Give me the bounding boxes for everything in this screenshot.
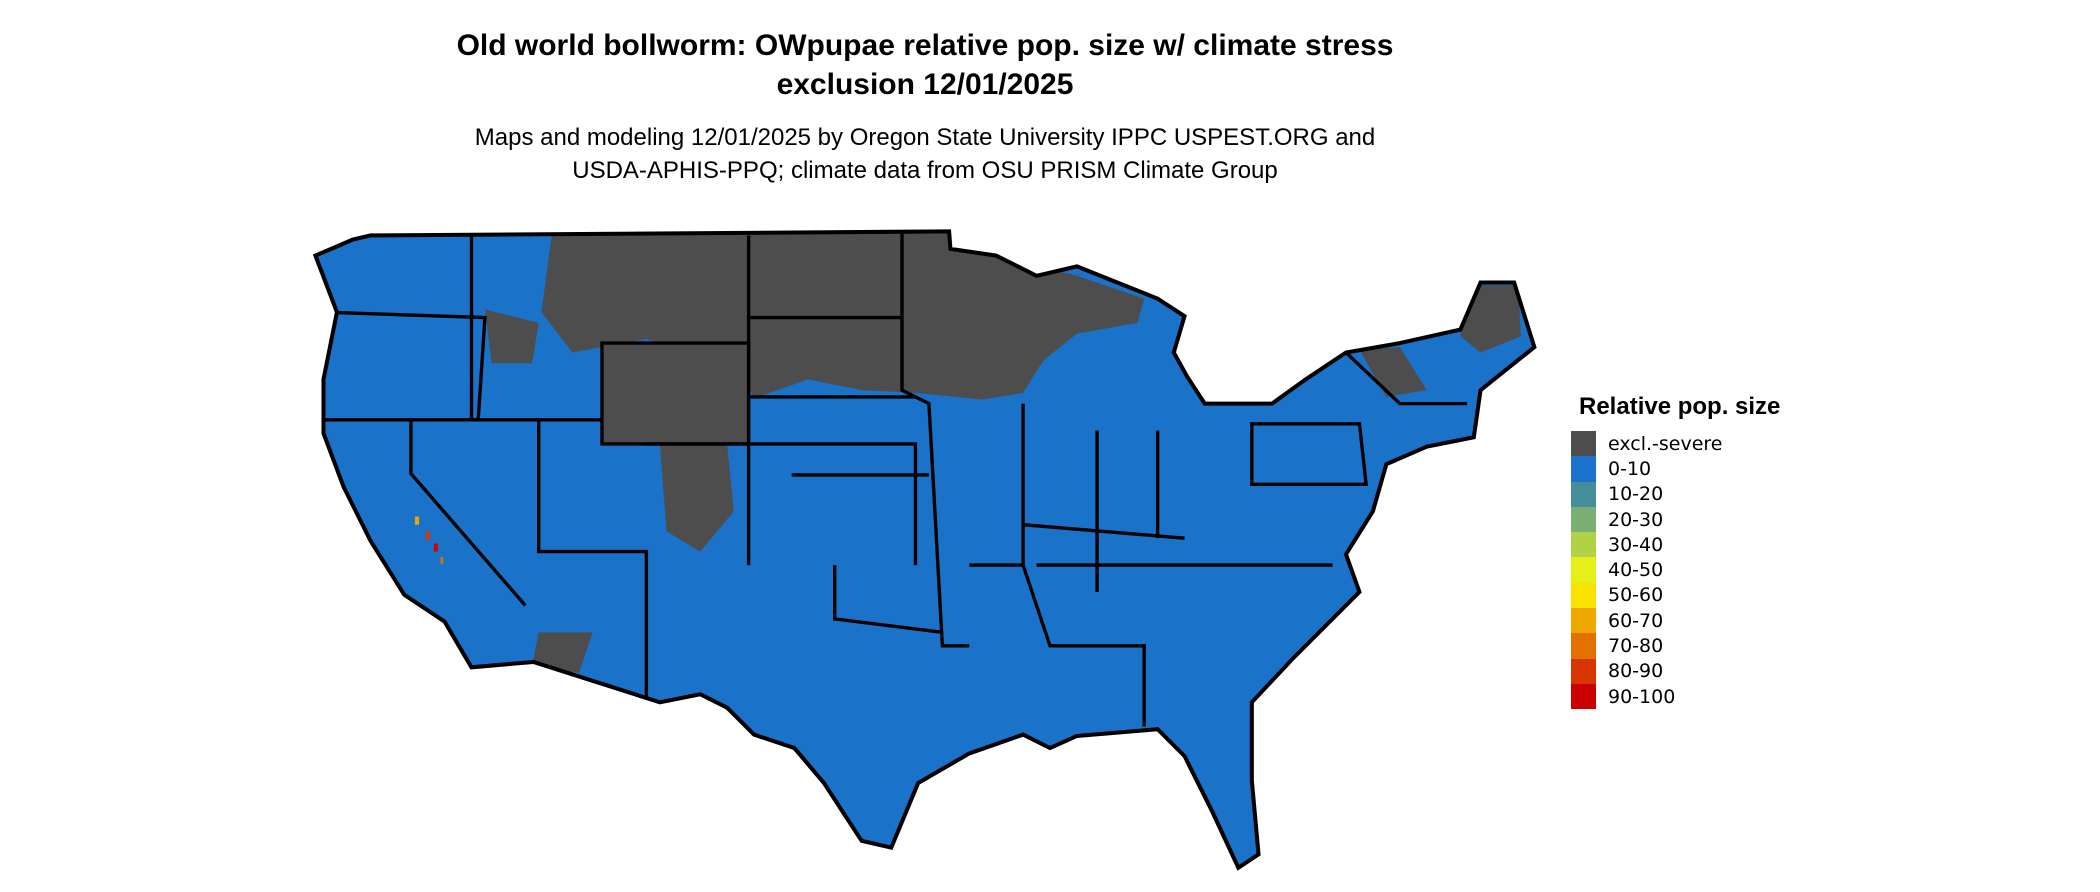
legend-label: 10-20 <box>1608 483 1664 506</box>
legend-title: Relative pop. size <box>1579 393 1781 420</box>
map-title: Old world bollworm: OWpupae relative pop… <box>0 26 1850 104</box>
legend: Relative pop. size excl.-severe 0-10 10-20… <box>1571 393 1781 710</box>
subtitle-line-1: Maps and modeling 12/01/2025 by Oregon S… <box>474 124 1376 151</box>
legend-item: 0-10 <box>1571 456 1780 482</box>
map-subtitle: Maps and modeling 12/01/2025 by Oregon S… <box>0 121 1850 187</box>
legend-swatch <box>1571 582 1596 609</box>
excluded-areas <box>484 231 1521 673</box>
legend-label: 50-60 <box>1608 584 1664 607</box>
legend-swatch <box>1571 506 1596 533</box>
legend-label: 60-70 <box>1608 609 1664 632</box>
legend-item: 50-60 <box>1571 582 1780 609</box>
legend-swatch <box>1571 456 1596 482</box>
title-line-1: Old world bollworm: OWpupae relative pop… <box>456 29 1394 62</box>
legend-swatch <box>1571 557 1596 583</box>
subtitle-line-2: USDA-APHIS-PPQ; climate data from OSU PR… <box>572 157 1278 184</box>
legend-label: 80-90 <box>1608 660 1664 683</box>
legend-label: 40-50 <box>1608 559 1664 582</box>
legend-swatch <box>1571 633 1596 659</box>
legend-swatch <box>1571 532 1596 558</box>
map-fill <box>315 231 1534 867</box>
legend-swatch <box>1571 683 1596 710</box>
legend-item: 30-40 <box>1571 532 1780 558</box>
legend-item: 70-80 <box>1571 633 1780 659</box>
legend-item: 20-30 <box>1571 506 1780 533</box>
hotspot-cells <box>414 516 444 564</box>
legend-label: 70-80 <box>1608 635 1664 658</box>
legend-swatch <box>1571 431 1596 457</box>
legend-item: excl.-severe <box>1571 431 1780 457</box>
title-line-2: exclusion 12/01/2025 <box>776 68 1074 101</box>
legend-label: 0-10 <box>1608 457 1652 480</box>
legend-item: 40-50 <box>1571 557 1780 583</box>
legend-swatch <box>1571 658 1596 684</box>
legend-label: excl.-severe <box>1608 432 1723 455</box>
legend-label: 90-100 <box>1608 685 1676 708</box>
legend-item: 90-100 <box>1571 683 1780 710</box>
legend-swatch <box>1571 481 1596 507</box>
legend-swatch <box>1571 608 1596 634</box>
legend-label: 30-40 <box>1608 533 1664 556</box>
legend-item: 60-70 <box>1571 608 1780 634</box>
state-borders <box>323 231 1468 727</box>
legend-item: 80-90 <box>1571 658 1780 684</box>
legend-label: 20-30 <box>1608 508 1664 531</box>
legend-item: 10-20 <box>1571 481 1780 507</box>
